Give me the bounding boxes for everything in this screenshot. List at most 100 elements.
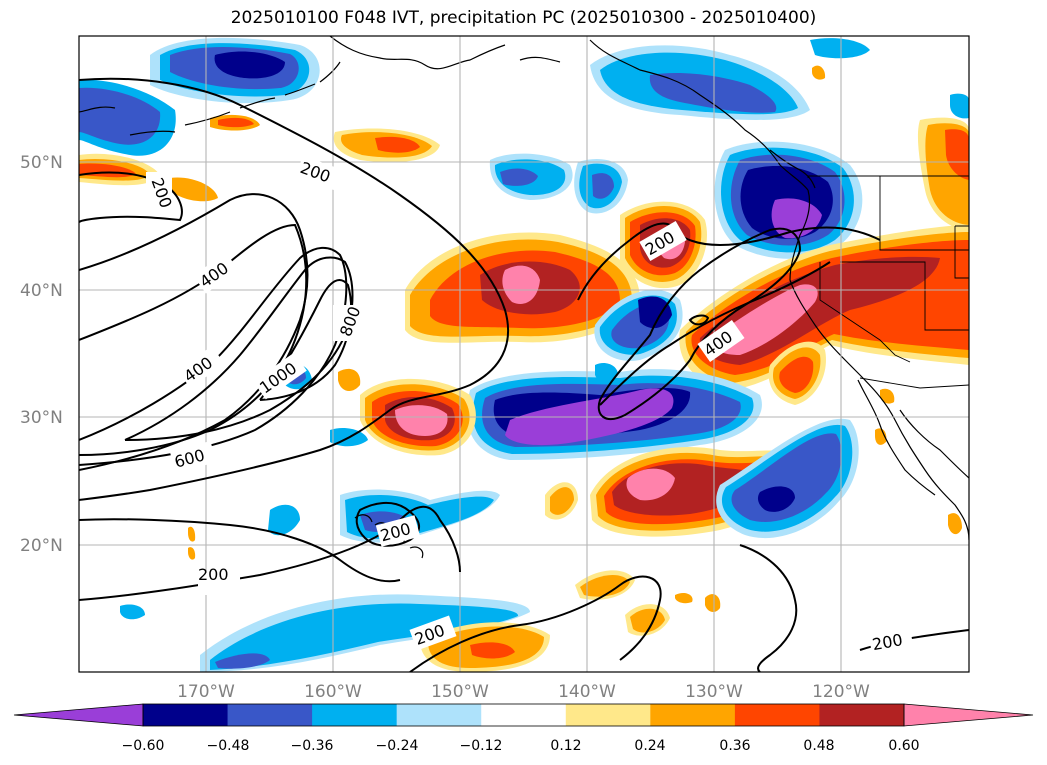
negative-anomaly-region: [500, 168, 538, 186]
lat-label: 50°N: [20, 153, 63, 173]
ivt-contour: [409, 575, 662, 672]
label-knockout: [146, 172, 172, 206]
negative-anomaly-region: [649, 73, 777, 113]
map-frame: [78, 35, 970, 673]
ivt-contour: [739, 544, 798, 672]
positive-anomaly-region: [188, 547, 196, 560]
positive-anomaly-region: [945, 129, 969, 180]
positive-anomaly-region: [675, 592, 693, 604]
positive-anomaly-region: [395, 405, 448, 436]
negative-anomaly-region: [592, 173, 614, 199]
colorbar-segment: [227, 704, 313, 726]
label-knockout: [193, 252, 239, 294]
contour-label-knockouts: [146, 155, 914, 656]
baja-coastline: [857, 379, 969, 496]
negative-anomaly-region: [757, 486, 795, 512]
ivt-contour: [259, 279, 353, 401]
positive-anomaly-region: [188, 526, 196, 542]
ivt-contour: [79, 223, 308, 456]
positive-anomaly-region: [812, 65, 826, 80]
ivt-contour: [79, 171, 183, 223]
colorbar-tick-label: −0.12: [460, 738, 503, 754]
label-knockout: [198, 573, 240, 595]
alaska-coastline: [329, 36, 809, 191]
colorbar-segment: [396, 704, 482, 726]
negative-anomaly-region: [215, 653, 270, 669]
positive-anomaly-region: [580, 574, 630, 597]
negative-anomaly-region: [79, 87, 161, 145]
ivt-contour: [355, 502, 420, 547]
negative-anomaly-region: [638, 296, 672, 329]
colorbar-tick-label: 0.12: [550, 738, 581, 754]
colorbar-outline: [142, 703, 905, 727]
positive-anomaly-region: [948, 513, 962, 535]
colorbar-tick-label: −0.48: [207, 738, 250, 754]
colorbar-tick-label: 0.48: [803, 738, 834, 754]
coastlines: [79, 36, 969, 559]
colorbar-segment: [650, 704, 736, 726]
lon-label: 170°W: [177, 682, 235, 702]
mexico-border: [859, 377, 969, 389]
label-knockout: [375, 515, 421, 547]
negative-anomaly-region: [810, 38, 870, 59]
colorbar-tick-label: 0.36: [719, 738, 750, 754]
lon-label: 140°W: [558, 682, 616, 702]
lon-label: 120°W: [812, 682, 870, 702]
lat-label: 40°N: [20, 281, 63, 301]
political-borders: [807, 175, 969, 389]
positive-anomaly-region: [705, 594, 721, 612]
label-knockout: [177, 345, 225, 389]
north-america-coastline: [789, 189, 969, 541]
label-knockout: [868, 626, 914, 656]
colorbar-segment: [143, 704, 229, 726]
label-knockout: [333, 305, 363, 341]
lon-label: 130°W: [685, 682, 743, 702]
colorbar-segments: [143, 704, 905, 726]
positive-anomaly-region: [626, 468, 675, 501]
colorbar-tick-label: −0.36: [291, 738, 334, 754]
colorbar-segment: [312, 704, 398, 726]
state-border: [819, 262, 911, 363]
contour-label: 200: [198, 565, 229, 584]
state-border: [954, 225, 969, 279]
label-knockout: [639, 220, 687, 262]
ivt-contour: [599, 261, 831, 406]
ivt-contour: [124, 256, 354, 441]
map-area: 200 200 200 400 400 600 800 1000 200 200…: [79, 36, 969, 672]
ivt-contour: [79, 518, 401, 583]
negative-anomaly-region: [268, 504, 300, 536]
vancouver-island: [769, 149, 816, 189]
colorbar-tick-label: −0.60: [122, 738, 165, 754]
lon-label: 160°W: [304, 682, 362, 702]
ivt-contour: [79, 77, 510, 501]
colorbar-ticks: −0.60 −0.48 −0.36 −0.24 −0.12 0.12 0.24 …: [122, 738, 920, 754]
lat-label: 20°N: [20, 536, 63, 556]
colorbar-segment: [734, 704, 820, 726]
lon-label: 150°W: [431, 682, 489, 702]
label-knockout: [295, 155, 343, 191]
positive-anomaly-region: [218, 117, 254, 128]
colorbar: −0.60 −0.48 −0.36 −0.24 −0.12 0.12 0.24 …: [13, 703, 1034, 754]
positive-anomaly-region: [338, 368, 361, 392]
positive-anomaly-region: [375, 136, 420, 153]
colorbar-segment: [481, 704, 567, 726]
positive-anomaly-region: [880, 388, 895, 404]
colorbar-extend-min: [13, 703, 144, 727]
colorbar-extend-max: [903, 703, 1034, 727]
label-knockout: [409, 615, 457, 651]
colorbar-segment: [819, 704, 905, 726]
longitude-labels: 170°W 160°W 150°W 140°W 130°W 120°W: [177, 682, 870, 702]
negative-anomaly-region: [950, 93, 969, 119]
ivt-contour: [577, 222, 881, 301]
positive-anomaly-region: [550, 487, 574, 515]
positive-anomaly-region: [779, 356, 814, 393]
positive-anomaly-region: [470, 642, 515, 659]
colorbar-tick-label: 0.24: [634, 738, 665, 754]
colorbar-tick-label: 0.60: [888, 738, 919, 754]
ivt-contour: [688, 314, 710, 326]
latitude-labels: 50°N 40°N 30°N 20°N: [20, 153, 63, 556]
negative-anomaly-region: [214, 51, 285, 79]
map-title: 2025010100 F048 IVT, precipitation PC (2…: [230, 8, 817, 28]
negative-anomaly-region: [595, 363, 618, 382]
